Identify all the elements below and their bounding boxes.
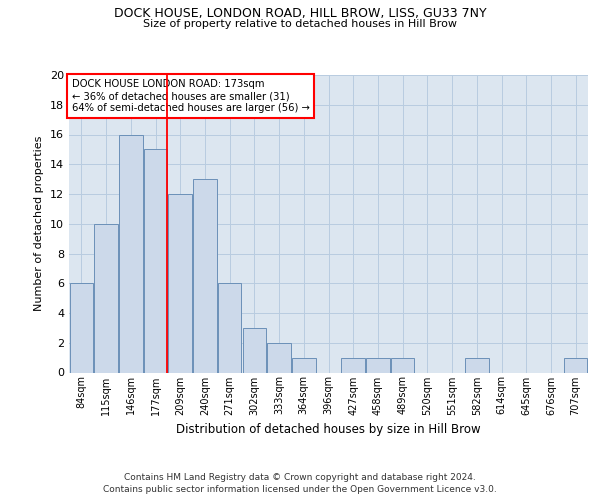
Bar [94, 224, 118, 372]
Text: Contains HM Land Registry data © Crown copyright and database right 2024.
Contai: Contains HM Land Registry data © Crown c… [103, 472, 497, 494]
Bar [169, 194, 192, 372]
Bar [144, 150, 167, 372]
Y-axis label: Number of detached properties: Number of detached properties [34, 136, 44, 312]
Bar [366, 358, 389, 372]
Text: DOCK HOUSE, LONDON ROAD, HILL BROW, LISS, GU33 7NY: DOCK HOUSE, LONDON ROAD, HILL BROW, LISS… [113, 8, 487, 20]
Bar [341, 358, 365, 372]
Bar [193, 179, 217, 372]
Text: DOCK HOUSE LONDON ROAD: 173sqm
← 36% of detached houses are smaller (31)
64% of : DOCK HOUSE LONDON ROAD: 173sqm ← 36% of … [71, 80, 310, 112]
Text: Size of property relative to detached houses in Hill Brow: Size of property relative to detached ho… [143, 19, 457, 29]
Text: Distribution of detached houses by size in Hill Brow: Distribution of detached houses by size … [176, 422, 481, 436]
Bar [465, 358, 488, 372]
Bar [391, 358, 415, 372]
Bar [70, 283, 93, 372]
Bar [119, 134, 143, 372]
Bar [242, 328, 266, 372]
Bar [218, 283, 241, 372]
Bar [292, 358, 316, 372]
Bar [564, 358, 587, 372]
Bar [268, 343, 291, 372]
